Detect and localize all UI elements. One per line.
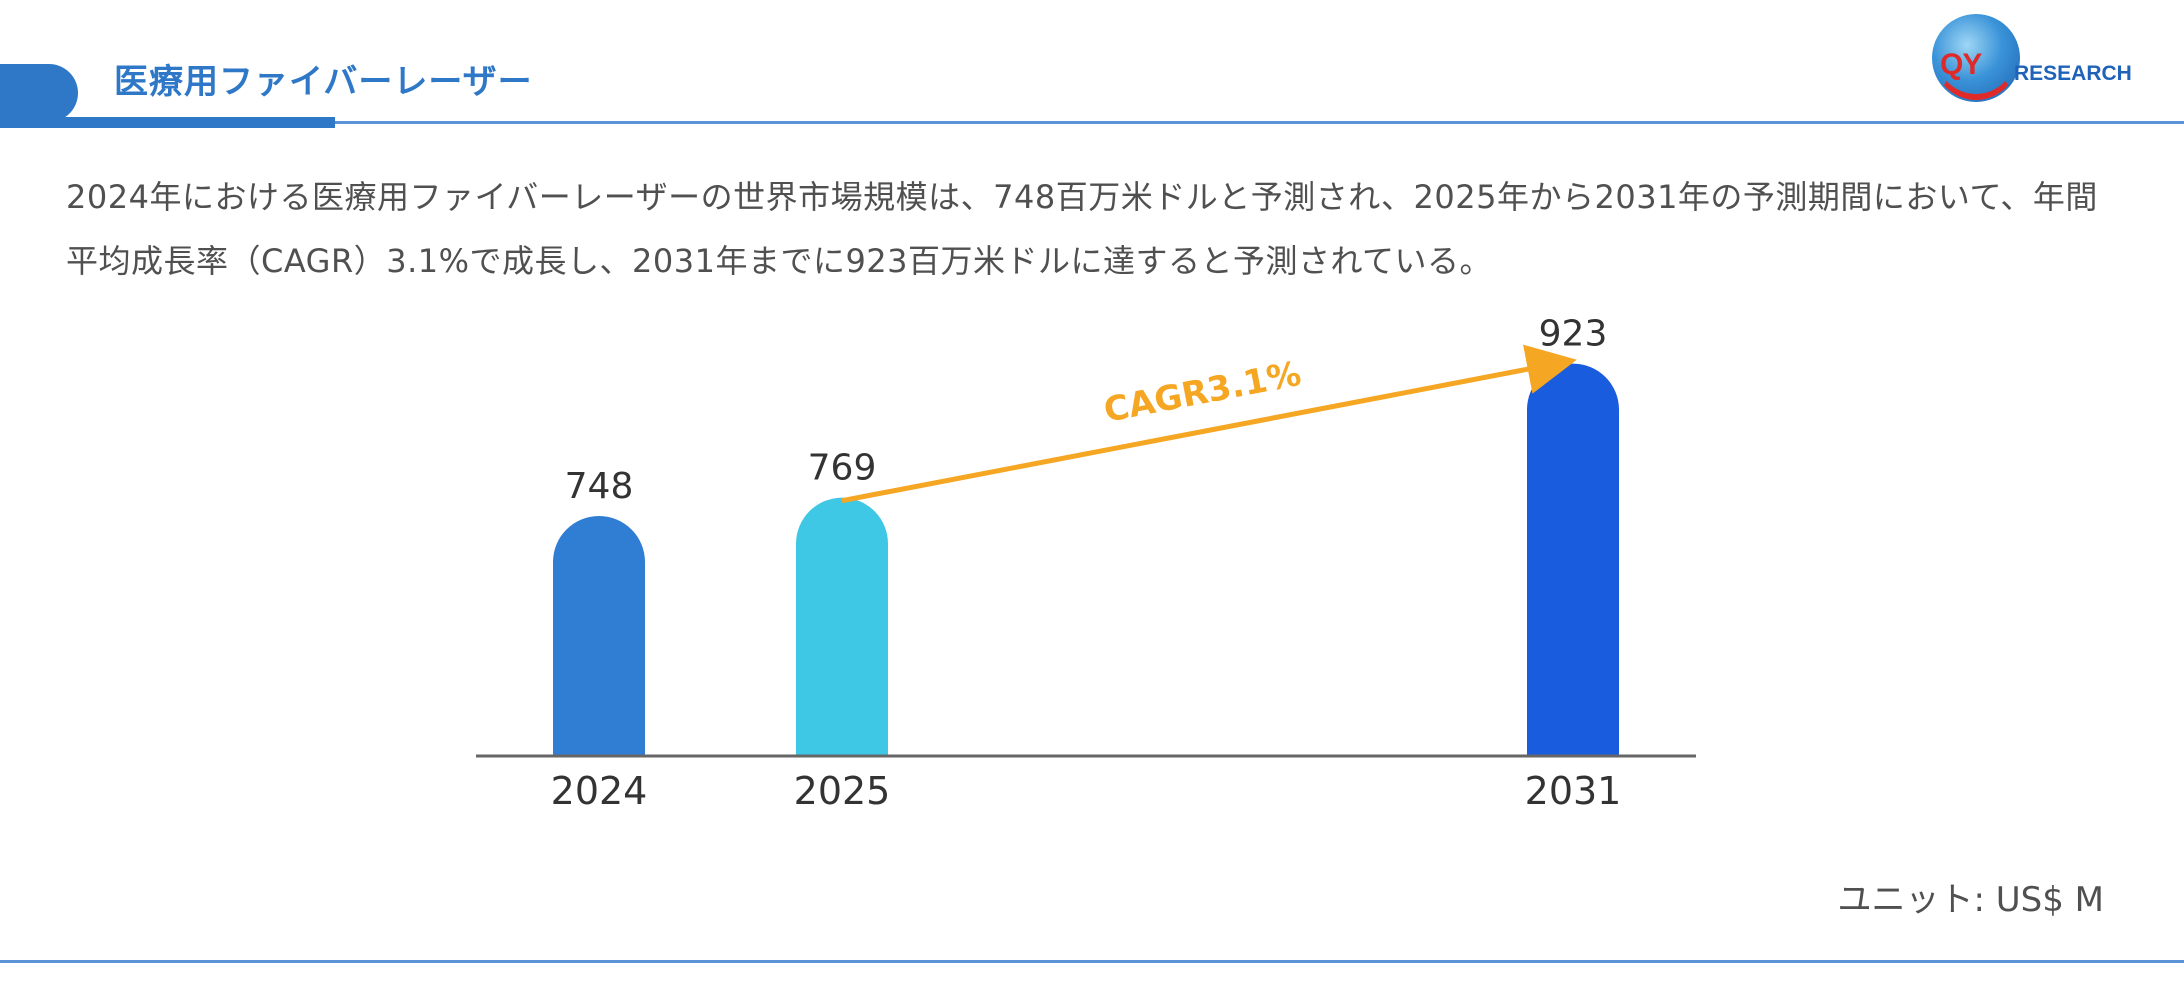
logo-research-text: RESEARCH [2014, 62, 2132, 85]
value-label-2031: 923 [1539, 314, 1608, 355]
x-tick-label-2031: 2031 [1525, 769, 1622, 813]
cagr-arrow [841, 344, 1577, 504]
header-divider [0, 121, 2184, 124]
page-title: 医療用ファイバーレーザー [114, 62, 533, 102]
value-label-2024: 748 [565, 466, 634, 507]
market-description: 2024年における医療用ファイバーレーザーの世界市場規模は、748百万米ドルと予… [66, 178, 2098, 280]
unit-label: ユニット: US$ M [1837, 880, 2104, 920]
qyresearch-logo: QY RESEARCH [1932, 12, 2162, 108]
logo-qy-text: QY [1940, 48, 1982, 81]
bar-2025 [796, 497, 888, 756]
header-divider-accent [0, 117, 335, 128]
bar-2031 [1527, 363, 1619, 756]
footer-divider [0, 960, 2184, 963]
x-tick-label-2024: 2024 [551, 769, 648, 813]
x-tick-label-2025: 2025 [794, 769, 891, 813]
bar-2024 [553, 515, 645, 756]
globe-ring-decoration [1934, 16, 2018, 100]
value-label-2025: 769 [808, 448, 877, 489]
header-tab-decoration [0, 64, 78, 122]
